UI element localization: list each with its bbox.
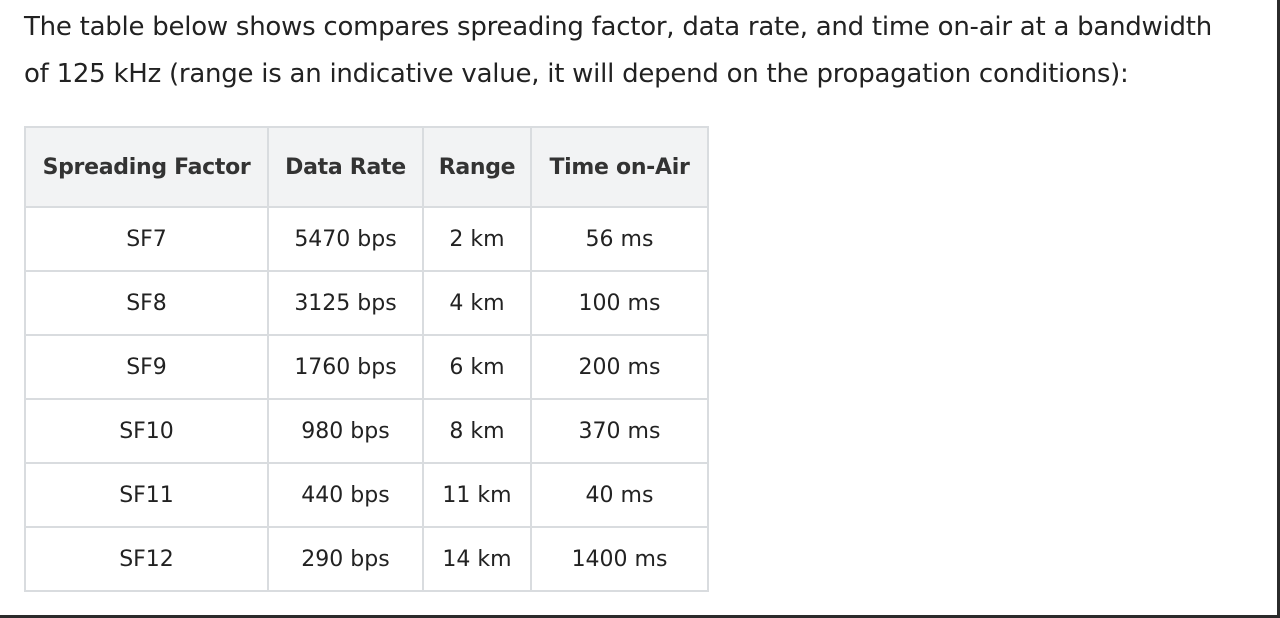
cell-time-on-air: 1400 ms bbox=[530, 526, 709, 592]
cell-data-rate: 440 bps bbox=[267, 462, 424, 528]
cell-range: 6 km bbox=[422, 334, 532, 400]
intro-line-2: of 125 kHz (range is an indicative value… bbox=[24, 59, 1129, 89]
cell-time-on-air: 370 ms bbox=[530, 398, 709, 464]
header-time-on-air: Time on-Air bbox=[530, 126, 709, 208]
spreading-factor-table: Spreading Factor Data Rate Range Time on… bbox=[24, 126, 709, 592]
cell-time-on-air: 40 ms bbox=[530, 462, 709, 528]
table-row: SF8 3125 bps 4 km 100 ms bbox=[24, 270, 709, 336]
cell-time-on-air: 100 ms bbox=[530, 270, 709, 336]
cell-range: 2 km bbox=[422, 206, 532, 272]
cell-range: 11 km bbox=[422, 462, 532, 528]
cell-spreading-factor: SF11 bbox=[24, 462, 269, 528]
cell-spreading-factor: SF12 bbox=[24, 526, 269, 592]
table-header-row: Spreading Factor Data Rate Range Time on… bbox=[24, 126, 709, 208]
cell-data-rate: 290 bps bbox=[267, 526, 424, 592]
cell-range: 8 km bbox=[422, 398, 532, 464]
cell-data-rate: 1760 bps bbox=[267, 334, 424, 400]
cell-data-rate: 3125 bps bbox=[267, 270, 424, 336]
cell-spreading-factor: SF8 bbox=[24, 270, 269, 336]
cell-data-rate: 980 bps bbox=[267, 398, 424, 464]
header-range: Range bbox=[422, 126, 532, 208]
table-row: SF12 290 bps 14 km 1400 ms bbox=[24, 526, 709, 592]
cell-spreading-factor: SF9 bbox=[24, 334, 269, 400]
table-row: SF9 1760 bps 6 km 200 ms bbox=[24, 334, 709, 400]
cell-time-on-air: 200 ms bbox=[530, 334, 709, 400]
intro-paragraph: The table below shows compares spreading… bbox=[24, 4, 1274, 98]
table-row: SF7 5470 bps 2 km 56 ms bbox=[24, 206, 709, 272]
header-data-rate: Data Rate bbox=[267, 126, 424, 208]
intro-line-1: The table below shows compares spreading… bbox=[24, 12, 1212, 42]
table-row: SF11 440 bps 11 km 40 ms bbox=[24, 462, 709, 528]
cell-data-rate: 5470 bps bbox=[267, 206, 424, 272]
header-spreading-factor: Spreading Factor bbox=[24, 126, 269, 208]
cell-time-on-air: 56 ms bbox=[530, 206, 709, 272]
cell-spreading-factor: SF10 bbox=[24, 398, 269, 464]
cell-range: 14 km bbox=[422, 526, 532, 592]
cell-spreading-factor: SF7 bbox=[24, 206, 269, 272]
table-row: SF10 980 bps 8 km 370 ms bbox=[24, 398, 709, 464]
cell-range: 4 km bbox=[422, 270, 532, 336]
